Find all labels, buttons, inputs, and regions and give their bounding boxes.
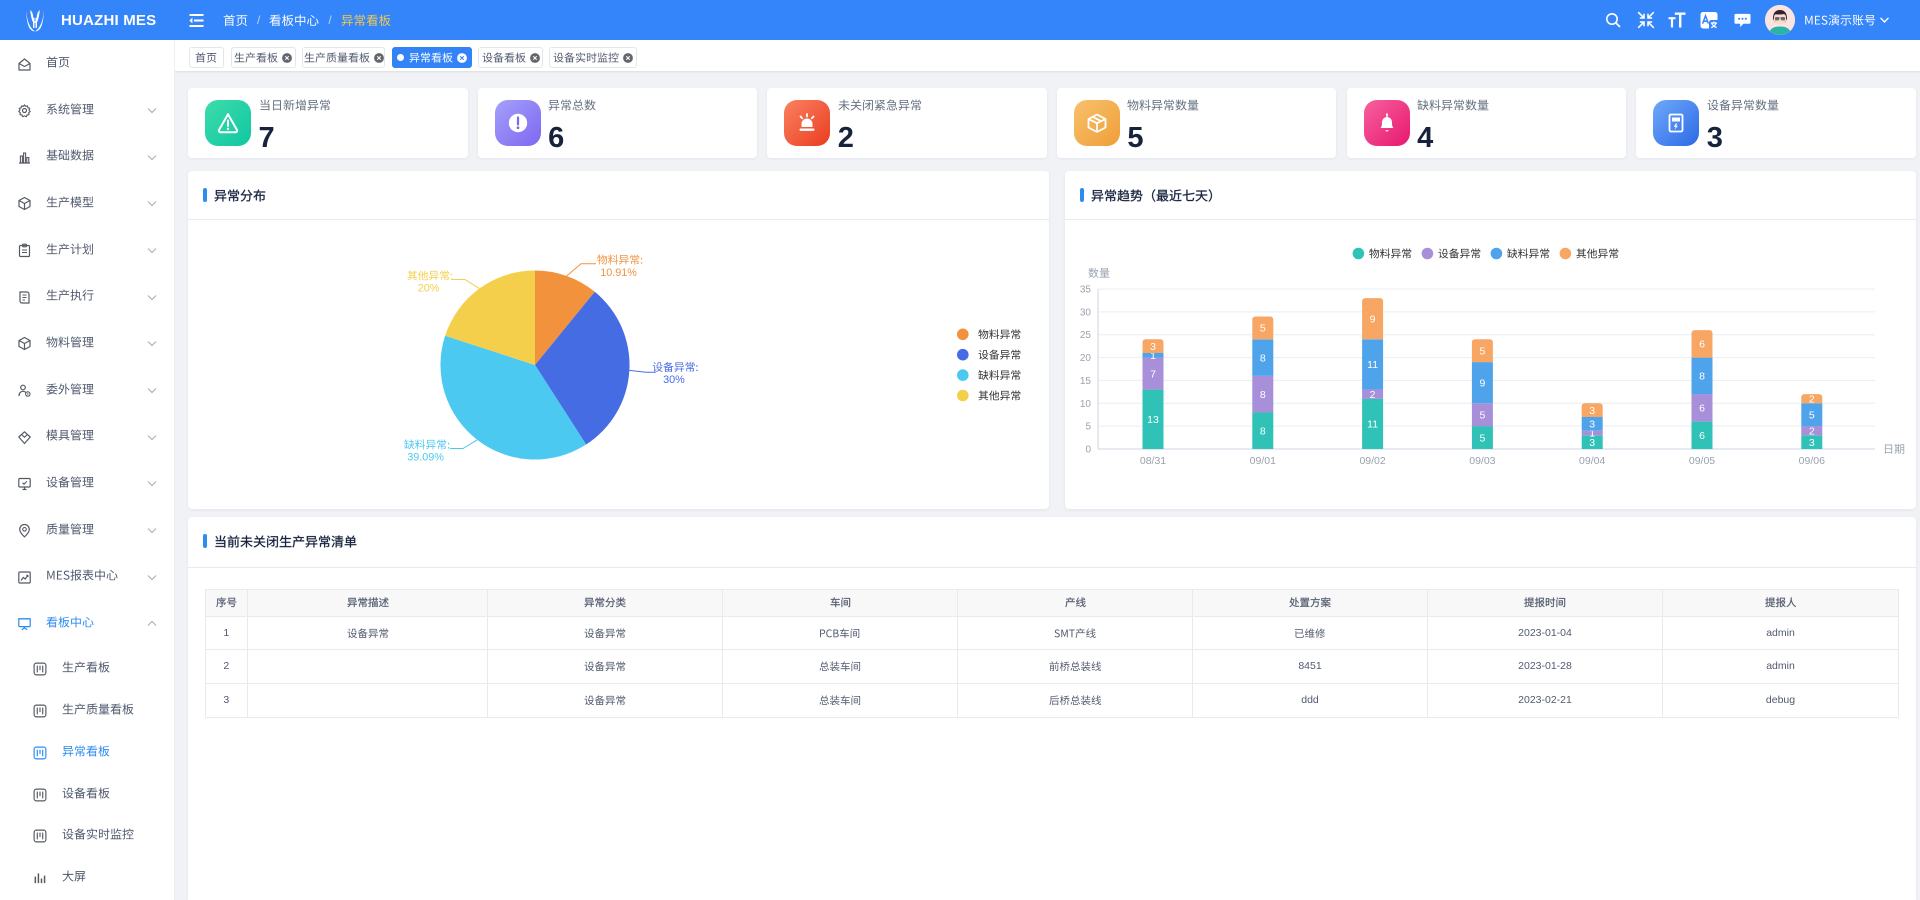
svg-text:6: 6 <box>1699 403 1705 415</box>
svg-text:6: 6 <box>1699 339 1705 351</box>
svg-text:30%: 30% <box>663 374 685 386</box>
svg-text:08/31: 08/31 <box>1140 455 1166 467</box>
svg-text:8: 8 <box>1260 352 1266 364</box>
svg-text:8: 8 <box>1260 425 1266 437</box>
svg-text:10.91%: 10.91% <box>600 267 637 279</box>
svg-text:9: 9 <box>1370 313 1376 325</box>
svg-text:5: 5 <box>1479 432 1485 444</box>
svg-text:09/02: 09/02 <box>1359 455 1385 467</box>
svg-text:11: 11 <box>1367 359 1378 371</box>
svg-text:20%: 20% <box>418 283 440 295</box>
svg-text:30: 30 <box>1080 307 1092 318</box>
svg-text:25: 25 <box>1080 330 1092 341</box>
svg-text:15: 15 <box>1080 376 1092 387</box>
svg-text:09/06: 09/06 <box>1799 455 1825 467</box>
svg-text:5: 5 <box>1085 422 1091 433</box>
svg-text:20: 20 <box>1080 353 1092 364</box>
svg-text:2: 2 <box>1809 393 1815 405</box>
svg-text:9: 9 <box>1479 377 1485 389</box>
svg-text:39.09%: 39.09% <box>407 452 444 464</box>
svg-text:2: 2 <box>1370 389 1376 401</box>
svg-text:2: 2 <box>1809 425 1815 437</box>
svg-text:09/03: 09/03 <box>1469 455 1495 467</box>
svg-text:3: 3 <box>1809 437 1815 449</box>
svg-text:09/04: 09/04 <box>1579 455 1605 467</box>
svg-text:3: 3 <box>1589 437 1595 449</box>
svg-text:5: 5 <box>1809 409 1815 421</box>
svg-text:3: 3 <box>1589 405 1595 417</box>
svg-text:5: 5 <box>1260 323 1266 335</box>
svg-text:35: 35 <box>1080 285 1092 296</box>
svg-text:0: 0 <box>1085 445 1091 456</box>
svg-text:13: 13 <box>1147 414 1159 426</box>
svg-text:1: 1 <box>1589 428 1595 440</box>
svg-text:10: 10 <box>1080 399 1092 410</box>
svg-text:09/01: 09/01 <box>1250 455 1276 467</box>
svg-text:1: 1 <box>1150 350 1156 362</box>
svg-text:7: 7 <box>1150 368 1156 380</box>
svg-text:6: 6 <box>1699 430 1705 442</box>
svg-text:5: 5 <box>1479 345 1485 357</box>
svg-text:8: 8 <box>1699 371 1705 383</box>
svg-text:8: 8 <box>1260 389 1266 401</box>
svg-text:3: 3 <box>1589 419 1595 431</box>
svg-text:11: 11 <box>1367 419 1378 431</box>
svg-text:3: 3 <box>1150 341 1156 353</box>
svg-text:09/05: 09/05 <box>1689 455 1715 467</box>
svg-text:5: 5 <box>1479 409 1485 421</box>
